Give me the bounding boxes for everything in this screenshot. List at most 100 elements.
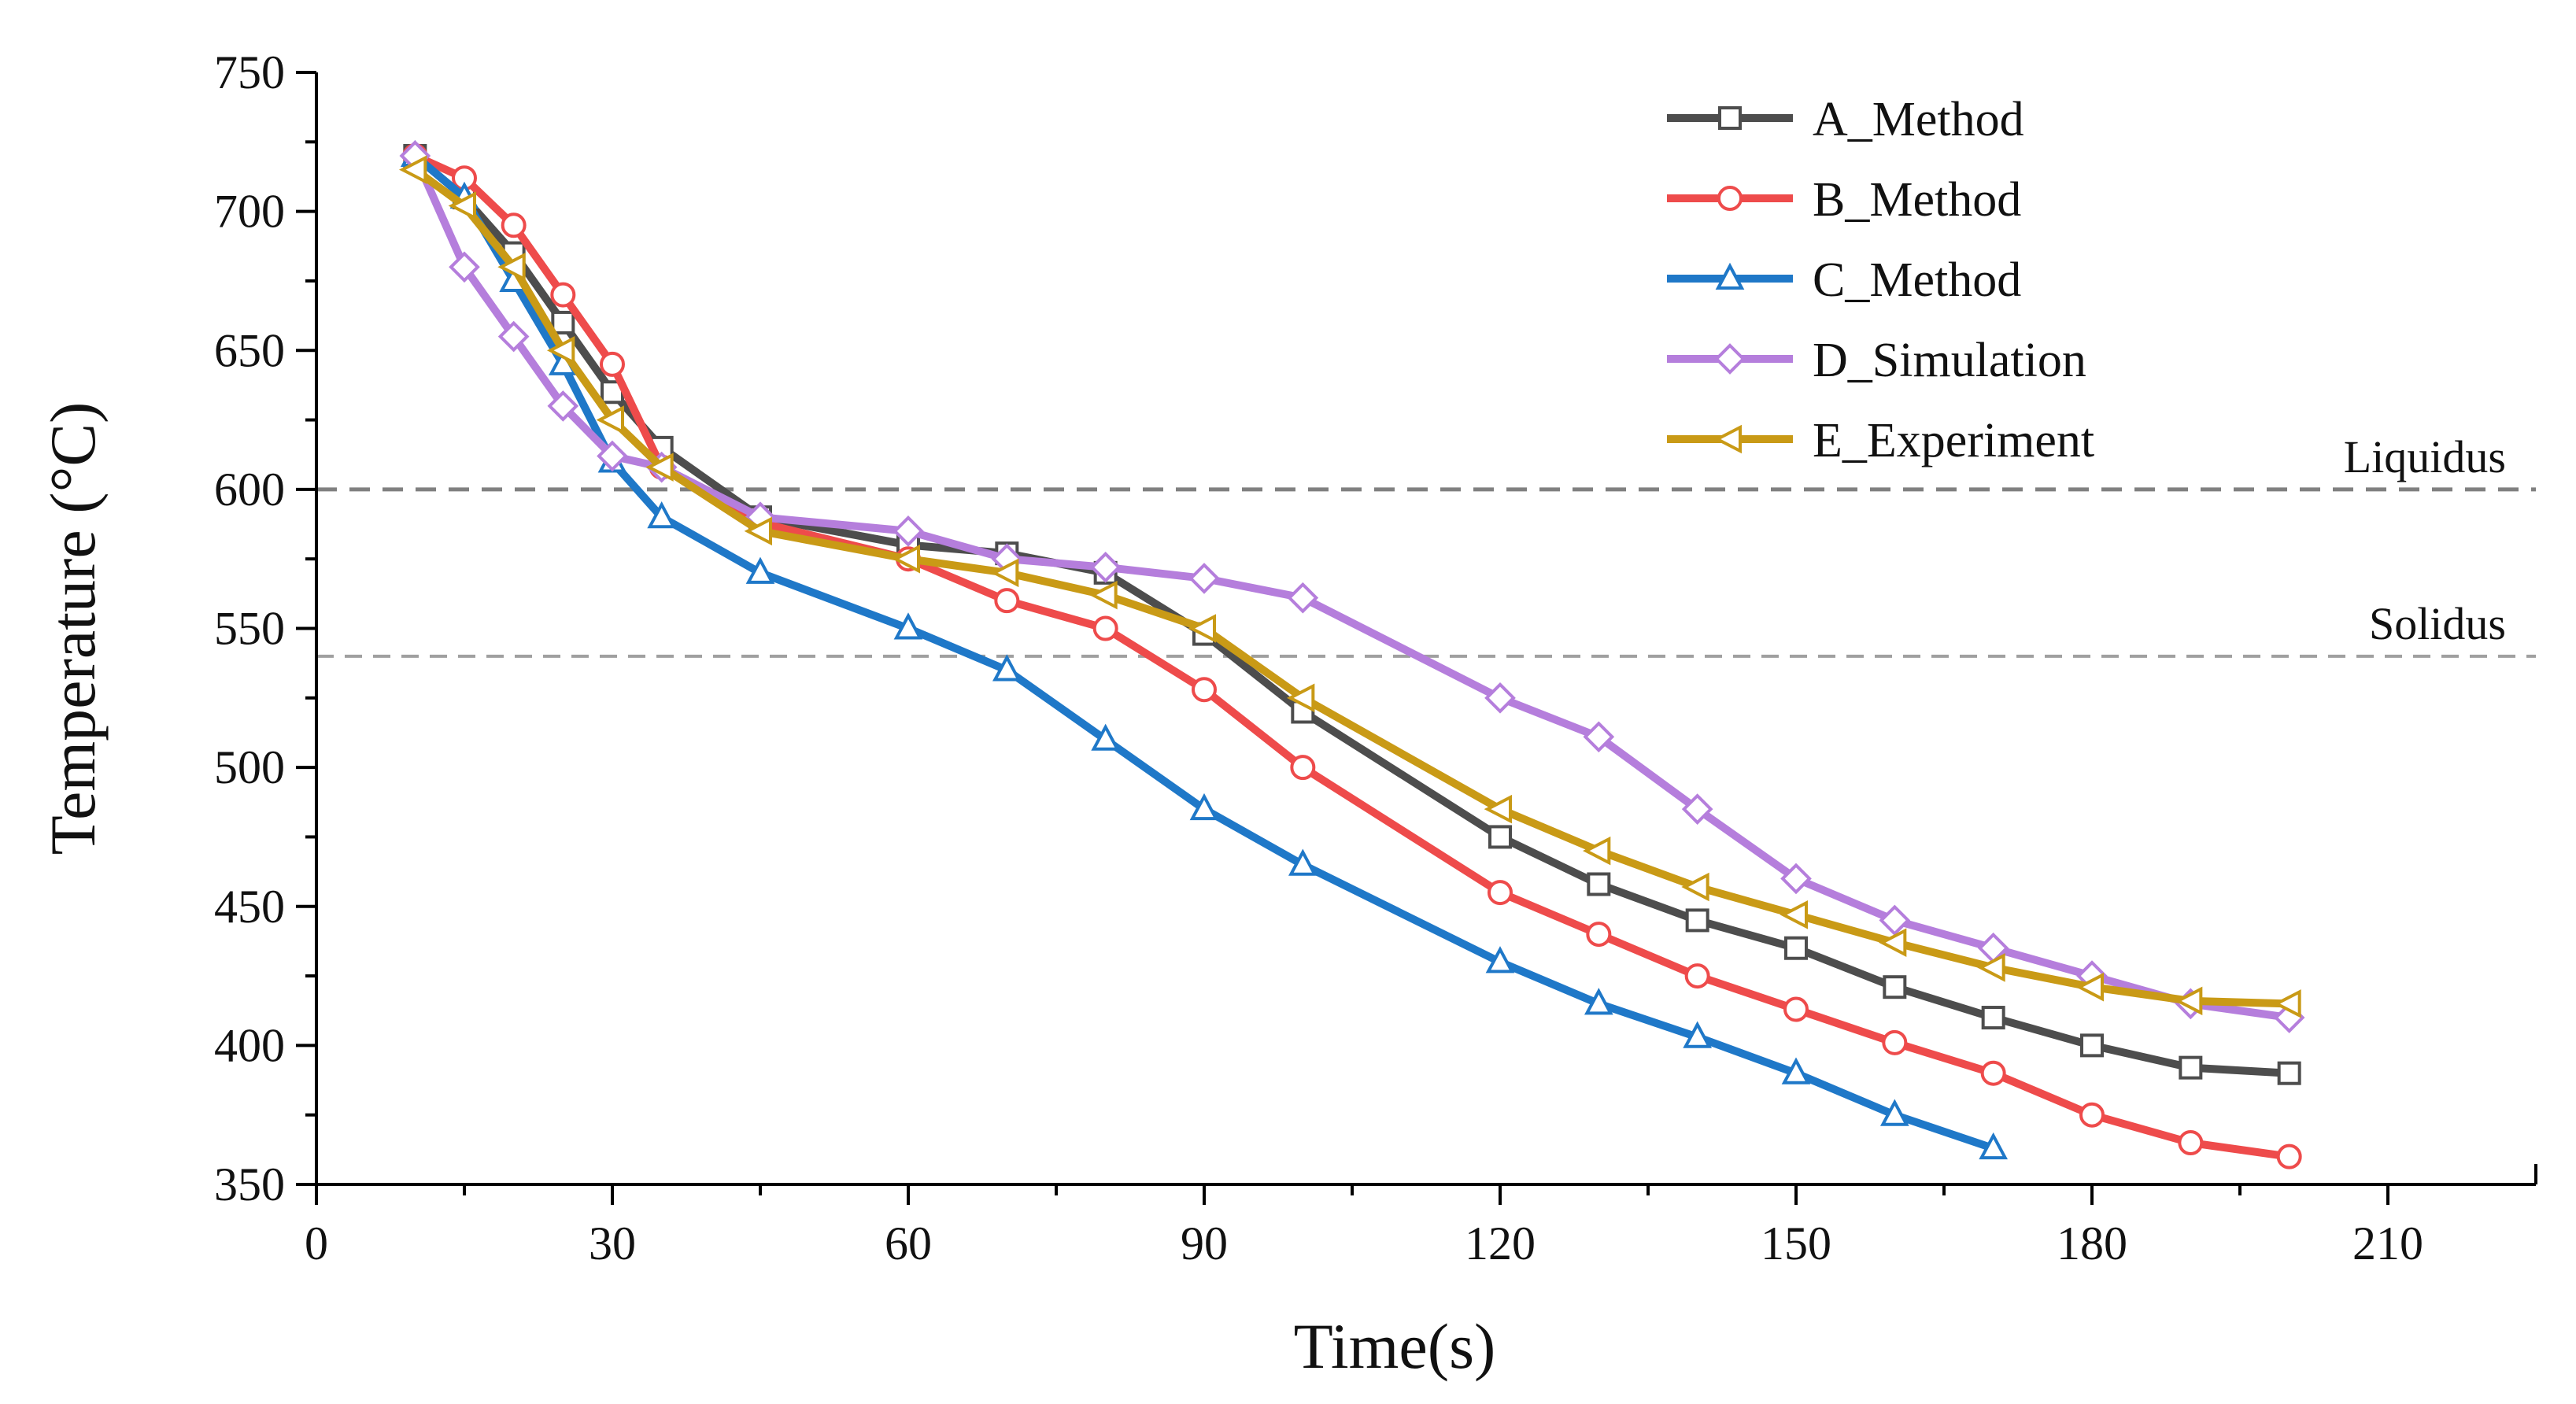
data-point-b-method — [1092, 615, 1118, 641]
data-point-a-method — [1587, 872, 1611, 896]
data-point-e-experiment — [448, 191, 476, 220]
legend-marker-d-simulation — [1714, 343, 1746, 375]
data-point-c-method — [1781, 1057, 1811, 1084]
data-point-d-simulation — [1780, 863, 1812, 895]
data-point-c-method — [1879, 1099, 1909, 1126]
series-c-method — [400, 139, 2009, 1160]
data-point-b-method — [2079, 1102, 2105, 1128]
data-point-b-method — [2276, 1144, 2302, 1169]
data-point-e-experiment — [1681, 872, 1709, 902]
reference-label-liquidus: Liquidus — [2344, 431, 2506, 482]
data-point-b-method — [994, 588, 1020, 614]
data-point-a-method — [2277, 1061, 2301, 1085]
y-tick-label: 600 — [214, 464, 285, 515]
legend-entry-c-method: C_Method — [1667, 253, 2021, 307]
data-point-c-method — [1683, 1021, 1713, 1048]
y-tick-label: 700 — [214, 186, 285, 238]
legend-entry-d-simulation: D_Simulation — [1667, 334, 2086, 387]
y-tick-label: 650 — [214, 324, 285, 376]
data-point-c-method — [745, 556, 775, 584]
data-point-d-simulation — [1681, 793, 1713, 825]
data-point-a-method — [1784, 936, 1808, 960]
legend-marker-a-method — [1718, 106, 1742, 130]
series-e-experiment — [398, 155, 2301, 1018]
data-point-e-experiment — [1188, 614, 1216, 643]
data-point-e-experiment — [2075, 972, 2104, 1002]
data-point-d-simulation — [497, 320, 530, 353]
data-point-e-experiment — [2273, 989, 2301, 1018]
series-layer — [398, 139, 2305, 1169]
data-point-b-method — [1783, 996, 1809, 1022]
data-point-c-method — [1979, 1132, 2009, 1160]
data-point-b-method — [2178, 1130, 2204, 1156]
data-point-c-method — [647, 501, 677, 529]
data-point-e-experiment — [744, 516, 772, 546]
data-point-e-experiment — [645, 453, 674, 482]
y-tick-label: 450 — [214, 881, 285, 933]
legend: A_Method B_Method C_Method D_Simulation E_Ex… — [1667, 93, 2094, 467]
x-axis-title: Time(s) — [1294, 1310, 1496, 1382]
data-point-e-experiment — [892, 544, 920, 574]
legend-entry-b-method: B_Method — [1667, 173, 2021, 227]
legend-marker-c-method — [1715, 262, 1745, 290]
legend-label-c-method: C_Method — [1813, 253, 2021, 307]
data-point-c-method — [1485, 946, 1515, 974]
data-point-e-experiment — [546, 335, 575, 365]
y-tick-label: 500 — [214, 741, 285, 793]
axes-layer: 0 30 60 90 120 150 180 210 350 400 450 500 550 600 650… — [37, 46, 2537, 1382]
data-point-e-experiment — [1878, 928, 1907, 957]
data-point-e-experiment — [1977, 953, 2005, 982]
data-point-d-simulation — [547, 390, 579, 422]
data-point-a-method — [1685, 908, 1709, 933]
x-tick-label: 180 — [2057, 1217, 2127, 1269]
data-point-d-simulation — [1188, 563, 1220, 594]
data-point-e-experiment — [497, 252, 526, 282]
data-point-b-method — [1882, 1029, 1908, 1055]
y-axis-title: Temperature (°C) — [37, 402, 109, 855]
data-point-b-method — [1684, 963, 1710, 989]
data-point-b-method — [1488, 880, 1513, 906]
data-point-e-experiment — [1484, 794, 1512, 824]
reference-label-solidus: Solidus — [2369, 598, 2506, 649]
legend-label-b-method: B_Method — [1813, 173, 2021, 227]
y-tick-label: 400 — [214, 1019, 285, 1071]
data-point-c-method — [1288, 848, 1318, 876]
x-tick-label: 150 — [1761, 1217, 1831, 1269]
data-point-e-experiment — [1582, 836, 1611, 866]
y-tick-label: 350 — [214, 1158, 285, 1210]
y-tick-label: 750 — [214, 46, 285, 98]
data-point-d-simulation — [597, 440, 628, 472]
data-point-e-experiment — [398, 155, 427, 184]
series-d-simulation — [399, 140, 2305, 1033]
data-point-b-method — [600, 351, 625, 377]
data-point-d-simulation — [893, 515, 924, 547]
data-point-d-simulation — [1583, 721, 1615, 753]
data-point-d-simulation — [1879, 904, 1911, 937]
data-point-b-method — [1586, 922, 1612, 948]
legend-entry-a-method: A_Method — [1667, 93, 2024, 146]
legend-label-a-method: A_Method — [1813, 93, 2024, 146]
data-point-c-method — [893, 612, 923, 640]
data-point-b-method — [550, 282, 576, 308]
legend-marker-b-method — [1717, 186, 1743, 211]
data-point-c-method — [992, 654, 1022, 682]
data-point-e-experiment — [596, 405, 624, 434]
data-point-e-experiment — [1286, 683, 1315, 713]
data-point-e-experiment — [990, 558, 1019, 588]
data-point-a-method — [551, 310, 575, 334]
y-tick-label: 550 — [214, 603, 285, 655]
x-tick-label: 60 — [885, 1217, 932, 1269]
data-point-e-experiment — [1089, 580, 1118, 610]
data-point-a-method — [1488, 825, 1512, 849]
data-point-d-simulation — [449, 251, 480, 283]
x-tick-label: 120 — [1465, 1217, 1536, 1269]
data-point-a-method — [2179, 1055, 2203, 1080]
legend-label-d-simulation: D_Simulation — [1813, 334, 2086, 387]
data-point-b-method — [501, 212, 527, 238]
legend-label-e-experiment: E_Experiment — [1813, 414, 2094, 467]
data-point-c-method — [1584, 988, 1613, 1015]
data-point-e-experiment — [1780, 900, 1808, 929]
data-point-a-method — [1883, 975, 1907, 999]
data-point-b-method — [1192, 677, 1217, 703]
data-point-d-simulation — [1484, 682, 1516, 714]
